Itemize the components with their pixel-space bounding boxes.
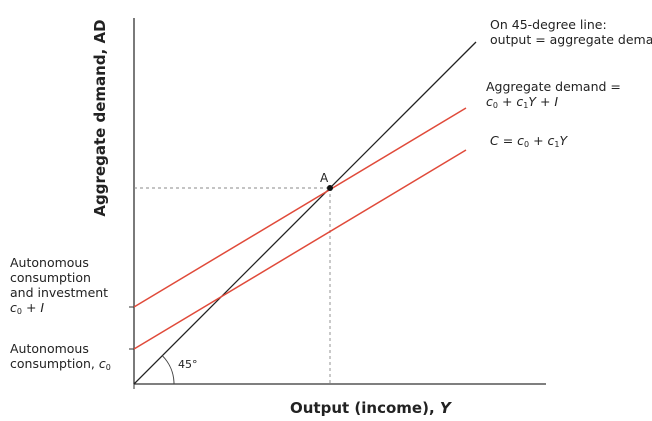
label-auto-c-line1: Autonomous [10, 341, 89, 356]
label-auto-c-line2: consumption, c0 [10, 356, 111, 372]
label-angle-45: 45° [178, 358, 198, 371]
line-consumption [133, 149, 467, 350]
label-consumption-function: C = c0 + c1Y [490, 133, 568, 149]
line-aggregate-demand [133, 107, 467, 308]
label-ad-equation: c0 + c1Y + I [486, 94, 559, 110]
x-axis-title-text: Output (income), [290, 399, 440, 417]
label-auto-ci-line2: consumption [10, 270, 91, 285]
label-45-line2: output = aggregate demand [490, 32, 652, 47]
label-45-line1: On 45-degree line: [490, 17, 607, 32]
label-autonomous-consumption: Autonomous consumption, c0 [10, 341, 111, 372]
label-aggregate-demand: Aggregate demand = c0 + c1Y + I [486, 79, 621, 110]
x-axis-title: Output (income), Y [290, 399, 451, 417]
label-auto-ci-line3: and investment [10, 285, 109, 300]
label-point-a: A [320, 171, 329, 185]
label-autonomous-consumption-investment: Autonomous consumption and investment c0… [10, 255, 109, 316]
y-axis-title: Aggregate demand, AD [91, 19, 109, 217]
label-ad-line1: Aggregate demand = [486, 79, 621, 94]
x-axis-title-variable: Y [439, 399, 451, 417]
angle-arc-45 [161, 355, 175, 385]
label-auto-ci-formula: c0 + I [10, 300, 45, 316]
label-45-degree-line: On 45-degree line: output = aggregate de… [490, 17, 652, 47]
label-auto-ci-line1: Autonomous [10, 255, 89, 270]
line-45-degree [133, 41, 477, 385]
point-a-marker [327, 185, 333, 191]
